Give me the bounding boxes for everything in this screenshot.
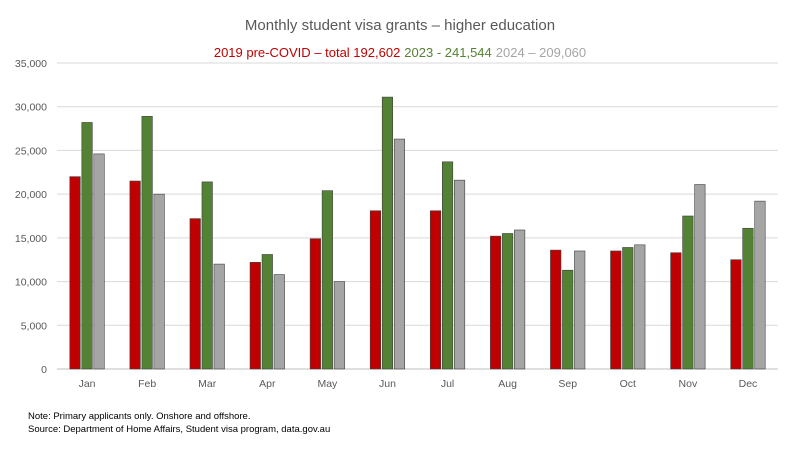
- x-tick-label: Aug: [498, 378, 517, 390]
- bar-2019-aug: [490, 235, 502, 370]
- bar-2024-jun: [393, 138, 406, 370]
- y-tick-label: 30,000: [15, 102, 47, 114]
- bar-2019-nov: [670, 252, 682, 370]
- x-tick-label: Apr: [259, 378, 276, 390]
- x-tick-label: Sep: [558, 378, 577, 390]
- x-tick-label: Mar: [198, 378, 217, 390]
- bar-2019-apr: [249, 262, 261, 370]
- bar-2024-mar: [213, 263, 225, 370]
- bar-2023-mar: [201, 181, 213, 370]
- bar-2019-dec: [730, 259, 742, 370]
- y-tick-label: 5,000: [21, 320, 47, 332]
- y-tick-label: 15,000: [15, 233, 47, 245]
- chart-title: Monthly student visa grants – higher edu…: [244, 17, 556, 34]
- bar-2019-oct: [610, 250, 622, 370]
- bar-2024-may: [333, 281, 345, 370]
- x-tick-label: Dec: [739, 378, 758, 390]
- bar-2023-sep: [562, 269, 574, 370]
- footnote-source: Source: Department of Home Affairs, Stud…: [28, 424, 331, 435]
- legend-entry-2024: 2024 – 209,060: [495, 45, 587, 60]
- bar-2019-jul: [429, 210, 442, 370]
- bar-2024-jan: [93, 153, 105, 370]
- legend-entry-2023: 2023 - 241,544: [404, 45, 492, 60]
- footnote: Note: Primary applicants only. Onshore a…: [28, 410, 330, 436]
- x-tick-label: Jan: [79, 378, 96, 390]
- bar-2024-jul: [453, 179, 466, 370]
- bar-2024-apr: [273, 274, 285, 370]
- footnote-note: Note: Primary applicants only. Onshore a…: [28, 411, 251, 422]
- bar-2023-jan: [81, 122, 93, 370]
- bar-2023-feb: [141, 116, 153, 370]
- y-tick-label: 20,000: [15, 189, 47, 201]
- bar-2023-jun: [381, 96, 394, 370]
- bar-2023-aug: [502, 233, 514, 370]
- bar-2019-may: [309, 238, 321, 370]
- y-tick-label: 25,000: [15, 145, 47, 157]
- bar-2024-oct: [634, 244, 646, 370]
- x-tick-label: Jul: [441, 378, 454, 390]
- bar-2019-jan: [69, 176, 81, 370]
- bar-2024-nov: [694, 184, 706, 370]
- bar-2023-apr: [261, 254, 273, 370]
- bar-2019-mar: [189, 218, 201, 370]
- legend: 2019 pre-COVID – total 192,602 2023 - 241…: [0, 45, 800, 60]
- bar-2024-aug: [514, 229, 526, 370]
- bar-2024-dec: [754, 200, 766, 370]
- x-tick-label: Nov: [679, 378, 698, 390]
- bar-2023-jul: [441, 161, 454, 370]
- bar-2019-jun: [369, 210, 382, 370]
- bar-2024-feb: [153, 193, 165, 370]
- bar-2023-dec: [742, 227, 754, 370]
- y-tick-label: 10,000: [15, 277, 47, 289]
- x-tick-label: Jun: [379, 378, 396, 390]
- y-tick-label: 35,000: [15, 58, 47, 70]
- x-tick-label: May: [317, 378, 338, 390]
- bar-2023-may: [321, 190, 333, 370]
- bar-2019-feb: [129, 180, 141, 370]
- legend-entry-2019: 2019 pre-COVID – total 192,602: [213, 45, 401, 60]
- bar-2023-nov: [682, 215, 694, 370]
- bar-2023-oct: [622, 247, 634, 370]
- y-tick-label: 0: [41, 364, 47, 376]
- x-tick-label: Oct: [620, 378, 636, 390]
- bar-2024-sep: [574, 250, 586, 370]
- bar-2019-sep: [550, 249, 562, 370]
- x-tick-label: Feb: [138, 378, 156, 390]
